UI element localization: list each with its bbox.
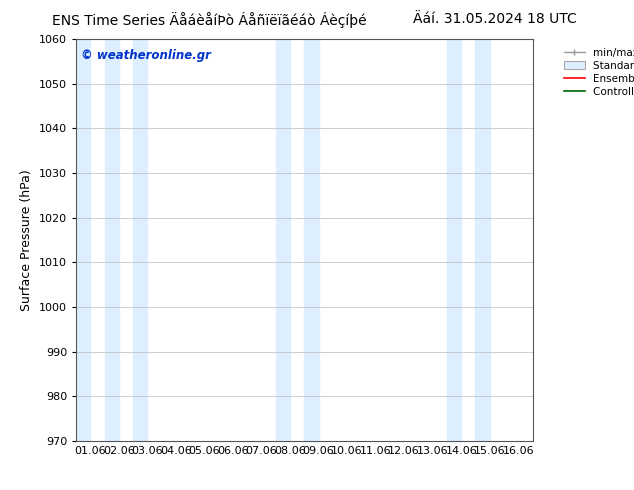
- Text: ENS Time Series ÄåáèåíÞò Áåñïëïãéáò Áèçíþé: ENS Time Series ÄåáèåíÞò Áåñïëïãéáò Áèçí…: [52, 12, 366, 28]
- Bar: [476, 39, 489, 441]
- Bar: [276, 39, 290, 441]
- Legend: min/max, Standard deviation, Ensemble mean run, Controll run: min/max, Standard deviation, Ensemble me…: [560, 45, 634, 100]
- Bar: [447, 39, 461, 441]
- Bar: [105, 39, 119, 441]
- Bar: [304, 39, 318, 441]
- Bar: [133, 39, 147, 441]
- Y-axis label: Surface Pressure (hPa): Surface Pressure (hPa): [20, 169, 34, 311]
- Bar: [76, 39, 90, 441]
- Text: Äáí. 31.05.2024 18 UTC: Äáí. 31.05.2024 18 UTC: [413, 12, 576, 26]
- Text: © weatheronline.gr: © weatheronline.gr: [81, 49, 210, 62]
